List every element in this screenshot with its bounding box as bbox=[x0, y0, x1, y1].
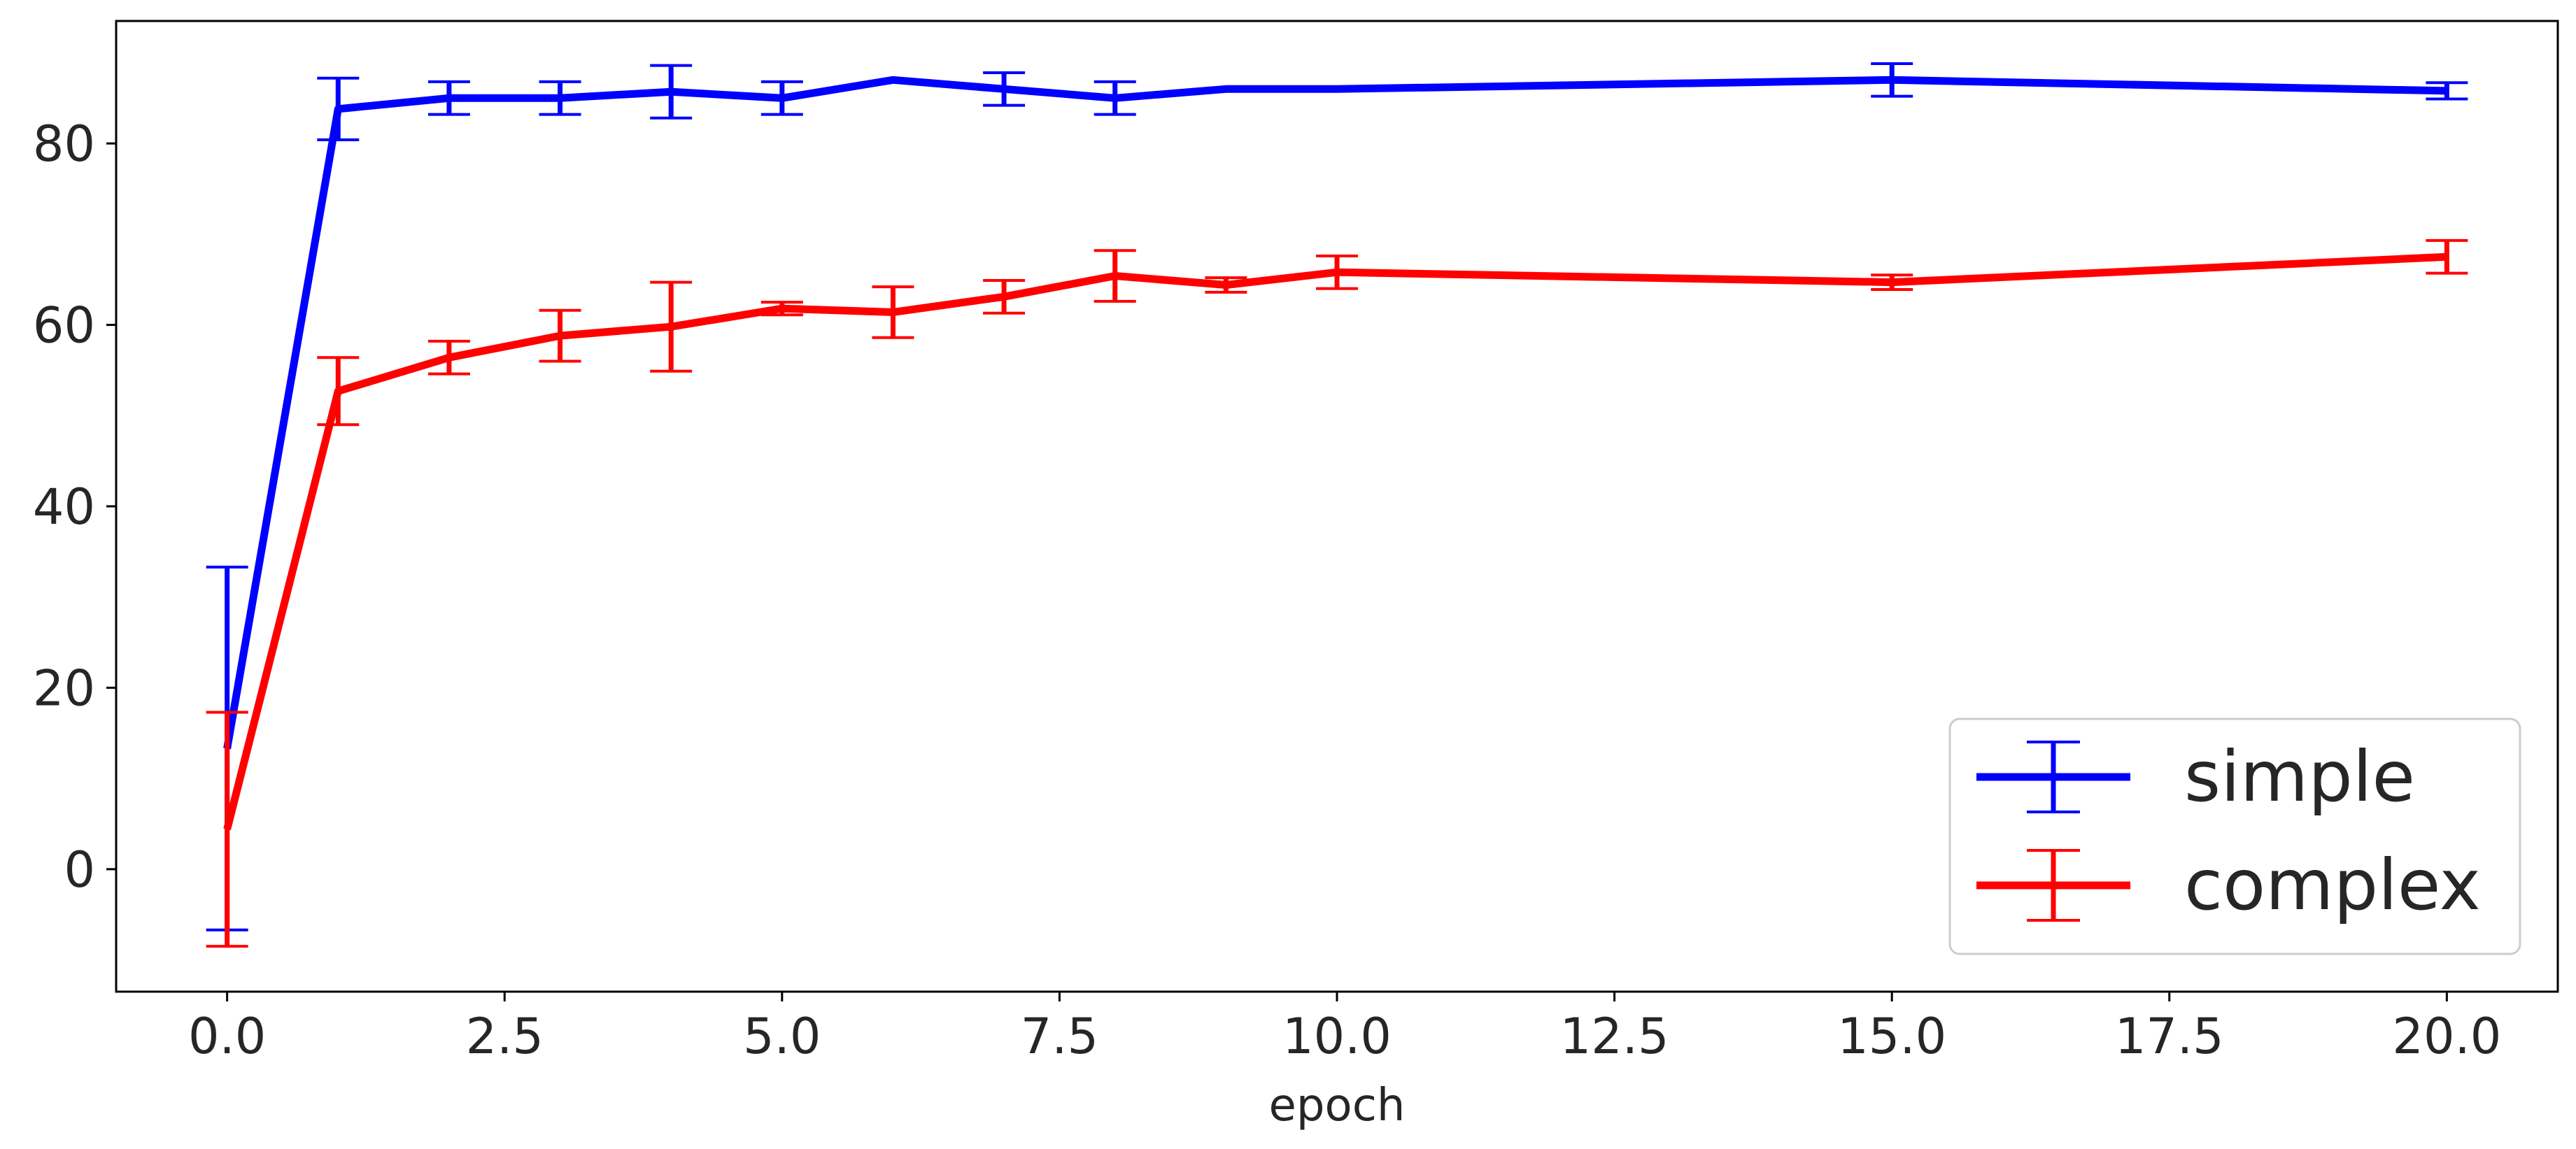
x-tick-label: 20.0 bbox=[2392, 1008, 2501, 1065]
legend-label: complex bbox=[2184, 844, 2481, 926]
y-tick-label: 80 bbox=[33, 115, 95, 173]
x-tick-label: 5.0 bbox=[743, 1008, 821, 1065]
series-line-simple bbox=[223, 76, 2447, 750]
y-tick-label: 40 bbox=[33, 478, 95, 536]
y-tick-label: 20 bbox=[33, 659, 95, 717]
legend-item-complex: complex bbox=[1976, 844, 2481, 926]
x-tick-label: 12.5 bbox=[1560, 1008, 1669, 1065]
y-tick-label: 60 bbox=[33, 297, 95, 355]
series-simple bbox=[206, 62, 2468, 932]
x-tick-label: 10.0 bbox=[1282, 1008, 1392, 1065]
x-axis-label: epoch bbox=[1269, 1080, 1406, 1132]
x-tick-label: 15.0 bbox=[1837, 1008, 1946, 1065]
legend-item-simple: simple bbox=[1976, 736, 2415, 818]
legend-label: simple bbox=[2184, 736, 2415, 818]
x-tick-label: 17.5 bbox=[2115, 1008, 2224, 1065]
x-tick-label: 2.5 bbox=[466, 1008, 544, 1065]
axes: 0.0 2.5 5.0 7.5 10.0 12.5 15.0 17.5 20.0 0 20 40 60 8… bbox=[33, 20, 2559, 1132]
series-complex bbox=[206, 238, 2468, 948]
plot-area bbox=[206, 62, 2468, 948]
series-line-complex bbox=[223, 252, 2447, 831]
x-tick-label: 7.5 bbox=[1021, 1008, 1098, 1065]
legend: simple complex bbox=[1948, 718, 2521, 955]
y-tick-label: 0 bbox=[64, 841, 95, 899]
x-tick-label: 0.0 bbox=[188, 1008, 266, 1065]
